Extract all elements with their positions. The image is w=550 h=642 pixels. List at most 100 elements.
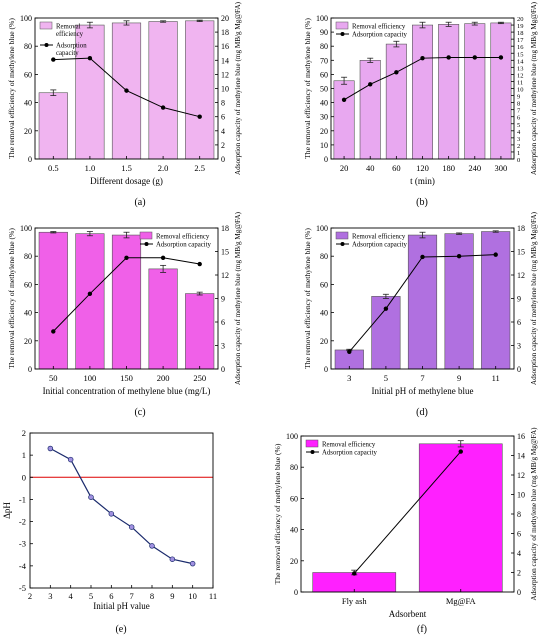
y2-tick-label: 8 bbox=[517, 510, 521, 519]
y2-tick-label: 17 bbox=[517, 37, 524, 44]
chart-panel-6: 0 20 40 60 80 100 0 2 4 6 8 10 12 14 16 Fly ash Mg@FA Ads… bbox=[273, 427, 538, 635]
x-tick-label: 250 bbox=[193, 373, 206, 383]
y2-tick-label: 15 bbox=[221, 248, 229, 257]
bar bbox=[38, 92, 68, 160]
bar bbox=[464, 23, 486, 160]
y2-tick-label: 16 bbox=[517, 44, 524, 51]
legend-label-line: Adsorption capacity bbox=[156, 242, 212, 249]
x-tick-label: 3 bbox=[48, 591, 52, 601]
y2-tick-label: 6 bbox=[221, 113, 225, 122]
y2-tick-label: 2 bbox=[517, 143, 520, 150]
panel-label: (f) bbox=[417, 624, 427, 635]
legend-swatch-bar bbox=[139, 231, 153, 240]
x-tick-label: 180 bbox=[442, 163, 455, 173]
x-tick-label: 0.5 bbox=[48, 163, 59, 173]
bar bbox=[359, 59, 381, 160]
capacity-point bbox=[347, 349, 352, 354]
bar bbox=[418, 443, 503, 593]
y2-tick-label: 18 bbox=[517, 224, 525, 233]
legend-label-bar: Removal bbox=[56, 24, 81, 31]
chart-panel-5: -5 -4 -3 -2 -1 0 1 2 2 3 4 5 6 7 8 9 10 11 Initial pH valu… bbox=[2, 428, 217, 635]
y-tick-label: 80 bbox=[290, 463, 298, 472]
y-tick-label: 0 bbox=[294, 588, 298, 597]
y-tick-label: 100 bbox=[20, 224, 32, 233]
x-tick-label: 100 bbox=[84, 373, 97, 383]
y-tick-label: 40 bbox=[320, 99, 328, 108]
y2-tick-label: 10 bbox=[517, 87, 524, 94]
y2-tick-label: 16 bbox=[517, 432, 525, 441]
bar bbox=[444, 233, 474, 370]
y2-tick-label: 15 bbox=[517, 51, 524, 58]
y2-tick-label: 18 bbox=[517, 30, 524, 37]
y-tick-label: 100 bbox=[316, 14, 328, 23]
y2-tick-label: 7 bbox=[517, 108, 521, 115]
y2-tick-label: 18 bbox=[221, 224, 229, 233]
y-axis-label: The removal efficiency of methylene blue… bbox=[303, 18, 312, 159]
y-tick-label: 40 bbox=[290, 526, 298, 535]
capacity-point bbox=[456, 254, 462, 259]
x-tick-label: 5 bbox=[89, 591, 93, 601]
x-tick-label: 1.5 bbox=[121, 163, 132, 173]
y2-tick-label: 2 bbox=[517, 569, 521, 578]
y-tick-label: 0 bbox=[28, 155, 32, 164]
legend-label-line: Adsorption capacity bbox=[352, 32, 408, 39]
x-tick-label: 3 bbox=[347, 373, 351, 383]
bar bbox=[75, 233, 105, 370]
bar bbox=[38, 231, 68, 370]
bar bbox=[333, 80, 355, 160]
chart-panel-1: 0 20 40 60 80 100 0 2 4 6 8 10 12 14 16 18 20 0.5 1.0 1.5 2.… bbox=[7, 1, 242, 208]
y-tick-label: 2 bbox=[22, 428, 26, 438]
bar bbox=[75, 24, 105, 160]
legend-swatch-marker bbox=[44, 43, 49, 47]
y2-axis-label: Adsorption capacity of methylene blue (m… bbox=[530, 1, 538, 175]
y2-tick-label: 0 bbox=[517, 588, 521, 597]
y-tick-label: -1 bbox=[19, 494, 26, 504]
capacity-point bbox=[493, 252, 498, 257]
capacity-point bbox=[124, 255, 129, 260]
bar bbox=[148, 21, 178, 160]
y2-tick-label: 6 bbox=[517, 115, 521, 122]
legend-swatch-marker bbox=[144, 242, 149, 246]
x-tick-label: 9 bbox=[457, 373, 461, 383]
y-tick-label: 20 bbox=[290, 557, 298, 566]
y-tick-label: 100 bbox=[286, 432, 298, 441]
y2-tick-label: 9 bbox=[517, 295, 521, 304]
y2-tick-label: 16 bbox=[221, 42, 229, 51]
plot-frame bbox=[29, 432, 214, 589]
y2-tick-label: 14 bbox=[517, 58, 524, 65]
capacity-point bbox=[51, 57, 56, 62]
y2-tick-label: 6 bbox=[221, 318, 225, 327]
y-tick-label: 0 bbox=[22, 472, 26, 482]
y2-axis-label: Adsorption capacity of methylene blue (m… bbox=[234, 1, 242, 175]
y2-tick-label: 9 bbox=[221, 295, 225, 304]
delta-ph-point bbox=[67, 456, 74, 463]
capacity-point bbox=[383, 306, 389, 311]
capacity-point bbox=[51, 329, 56, 334]
legend-label-line: Adsorption capacity bbox=[352, 242, 408, 249]
capacity-point bbox=[124, 88, 129, 93]
y-tick-label: -5 bbox=[19, 583, 26, 593]
x-tick-label: 20 bbox=[340, 163, 349, 173]
y-tick-label: 80 bbox=[320, 42, 328, 51]
y2-tick-label: 3 bbox=[517, 342, 521, 351]
y2-tick-label: 20 bbox=[221, 14, 229, 23]
y-tick-label: -2 bbox=[19, 517, 26, 527]
x-tick-label: 10 bbox=[188, 591, 197, 601]
y-tick-label: 60 bbox=[320, 70, 328, 79]
capacity-line bbox=[353, 451, 462, 574]
y2-axis-label: Adsorption capacity of methylene blue (m… bbox=[234, 211, 242, 385]
y-axis-label: The removal efficiency of methylene blue… bbox=[273, 443, 282, 584]
chart-panel-3: 0 20 40 60 80 100 0 3 6 9 12 15 18 50 100 150 200 250 Init… bbox=[7, 211, 242, 418]
x-tick-label: 40 bbox=[366, 163, 375, 173]
y-tick-label: 60 bbox=[320, 280, 328, 289]
y2-tick-label: 4 bbox=[221, 127, 225, 136]
y-tick-label: 50 bbox=[320, 85, 328, 94]
y-tick-label: 10 bbox=[320, 141, 328, 150]
y-tick-label: 60 bbox=[24, 70, 32, 79]
capacity-point bbox=[197, 261, 202, 267]
y2-tick-label: 12 bbox=[221, 271, 229, 280]
x-tick-label: 300 bbox=[495, 163, 508, 173]
y-tick-label: -4 bbox=[19, 561, 27, 571]
bar bbox=[481, 231, 511, 370]
